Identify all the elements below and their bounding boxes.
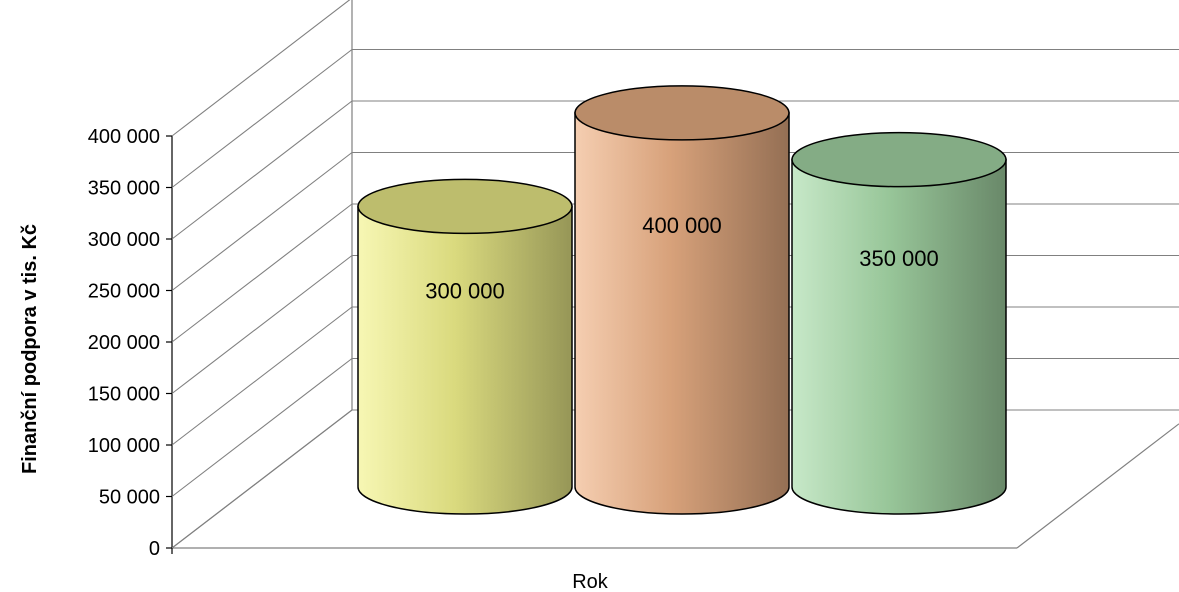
gridline-side [171,152,353,291]
gridline-side [171,0,351,137]
gridline-side [171,409,353,549]
y-tick-label: 350 000 [88,178,160,200]
gridline-side [171,306,353,446]
y-tick-label: 250 000 [88,281,160,303]
bar-body [357,205,573,515]
floor-right-edge [1016,423,1179,549]
y-tick-label: 100 000 [88,435,160,457]
y-tick-label: 200 000 [88,332,160,354]
x-axis-title: Rok [572,571,609,592]
y-tick-label: 0 [149,538,160,560]
bars [357,85,1007,515]
bar-top [791,131,1007,188]
y-tick-label: 150 000 [88,384,160,406]
bar-top [574,85,790,141]
y-tick-label: 50 000 [99,487,160,509]
data-label: 300 000 [425,279,505,304]
y-tick-label: 400 000 [88,126,160,148]
bar-cylinder [791,131,1007,515]
gridline-side [171,203,353,343]
bar-cylinder [357,178,573,515]
data-labels: 300 000 400 000 350 000 [425,213,939,303]
y-axis-title: Finanční podpora v tis. Kč [19,224,41,474]
bar-top [357,178,573,235]
y-axis-ticks: 0 50 000 100 000 150 000 200 000 250 000 300 0… [88,126,173,560]
data-label: 400 000 [642,213,722,238]
bar-body [791,158,1007,515]
y-tick-label: 300 000 [88,229,160,251]
bar-body [574,112,790,515]
gridline-side [171,255,353,394]
data-label: 350 000 [859,246,939,271]
bar-cylinder [574,85,790,515]
gridline-side [171,49,353,188]
gridline-side [171,100,353,240]
gridline-side [171,358,353,497]
